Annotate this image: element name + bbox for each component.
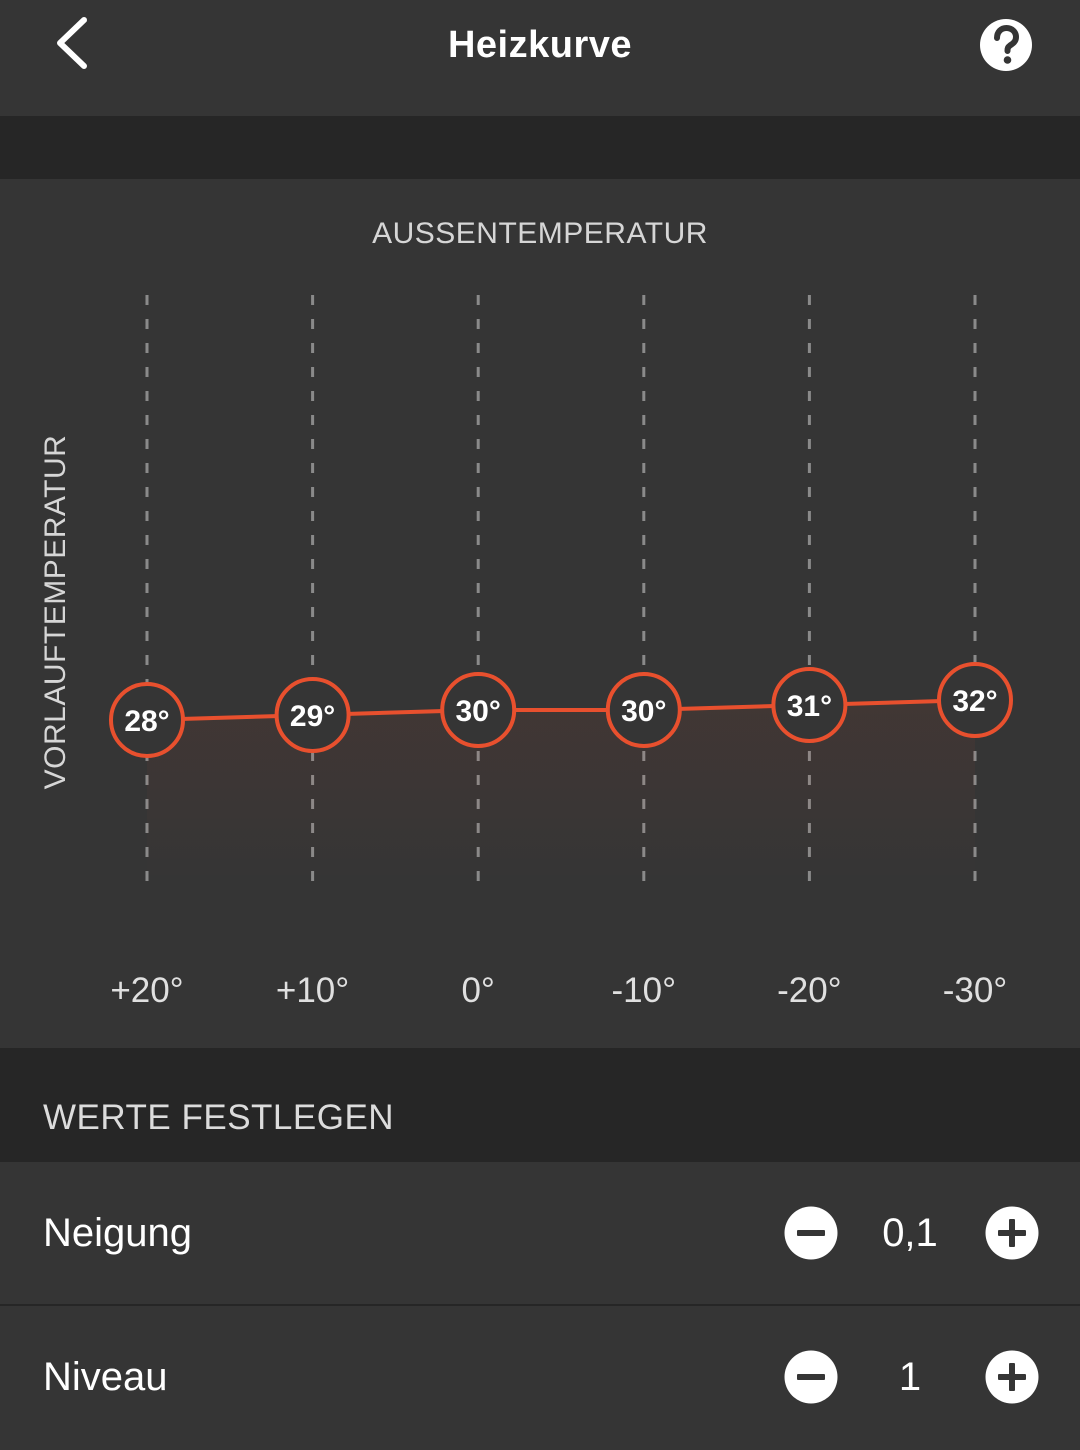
chart-title: AUSSENTEMPERATUR [372, 217, 708, 250]
x-tick-label: -30° [943, 971, 1008, 1010]
x-tick-label: +20° [110, 971, 183, 1010]
heating-curve-chart: 28° 29° 30° 30° 31° 32° +20° +10° 0° -10° -20° -30… [109, 295, 1013, 1010]
decrease-niveau-button[interactable] [784, 1350, 838, 1404]
x-tick-label: -10° [612, 971, 677, 1010]
chart-area [0, 179, 1080, 1048]
chevron-left-icon [57, 17, 87, 69]
minus-circle-icon [784, 1206, 838, 1260]
header-band [0, 116, 1080, 179]
back-button[interactable] [40, 10, 110, 80]
setting-value: 0,1 [882, 1211, 938, 1255]
data-label: 30° [456, 695, 501, 728]
help-button[interactable] [978, 17, 1034, 73]
data-label: 31° [787, 690, 832, 723]
plus-circle-icon [985, 1206, 1039, 1260]
x-tick-label: 0° [461, 971, 494, 1010]
question-circle-icon [980, 19, 1032, 71]
y-axis-label: VORLAUFTEMPERATUR [39, 434, 72, 790]
x-tick-label: -20° [777, 971, 842, 1010]
section-header: WERTE FESTLEGEN [0, 1048, 1080, 1162]
setting-row-neigung: Neigung 0,1 [0, 1162, 1080, 1304]
increase-neigung-button[interactable] [985, 1206, 1039, 1260]
setting-label: Neigung [43, 1211, 193, 1255]
data-label: 28° [124, 705, 169, 738]
data-point [771, 667, 848, 743]
data-point [440, 672, 517, 748]
setting-row-niveau: Niveau 1 [0, 1306, 1080, 1448]
x-tick-label: +10° [276, 971, 349, 1010]
data-point [274, 677, 351, 753]
page-title: Heizkurve [447, 24, 633, 66]
curve-area-fill [147, 700, 975, 882]
plus-circle-icon [985, 1350, 1039, 1404]
decrease-neigung-button[interactable] [784, 1206, 838, 1260]
increase-niveau-button[interactable] [985, 1350, 1039, 1404]
app-bar: Heizkurve [0, 0, 1080, 116]
data-point [605, 672, 682, 748]
setting-value: 1 [898, 1355, 922, 1399]
section-title: WERTE FESTLEGEN [43, 1098, 395, 1137]
data-label: 32° [952, 685, 997, 718]
data-point [109, 682, 185, 758]
data-point [937, 662, 1013, 738]
minus-circle-icon [784, 1350, 838, 1404]
data-label: 29° [290, 700, 335, 733]
setting-label: Niveau [43, 1355, 168, 1399]
data-label: 30° [621, 695, 666, 728]
row-divider [0, 1304, 1080, 1306]
